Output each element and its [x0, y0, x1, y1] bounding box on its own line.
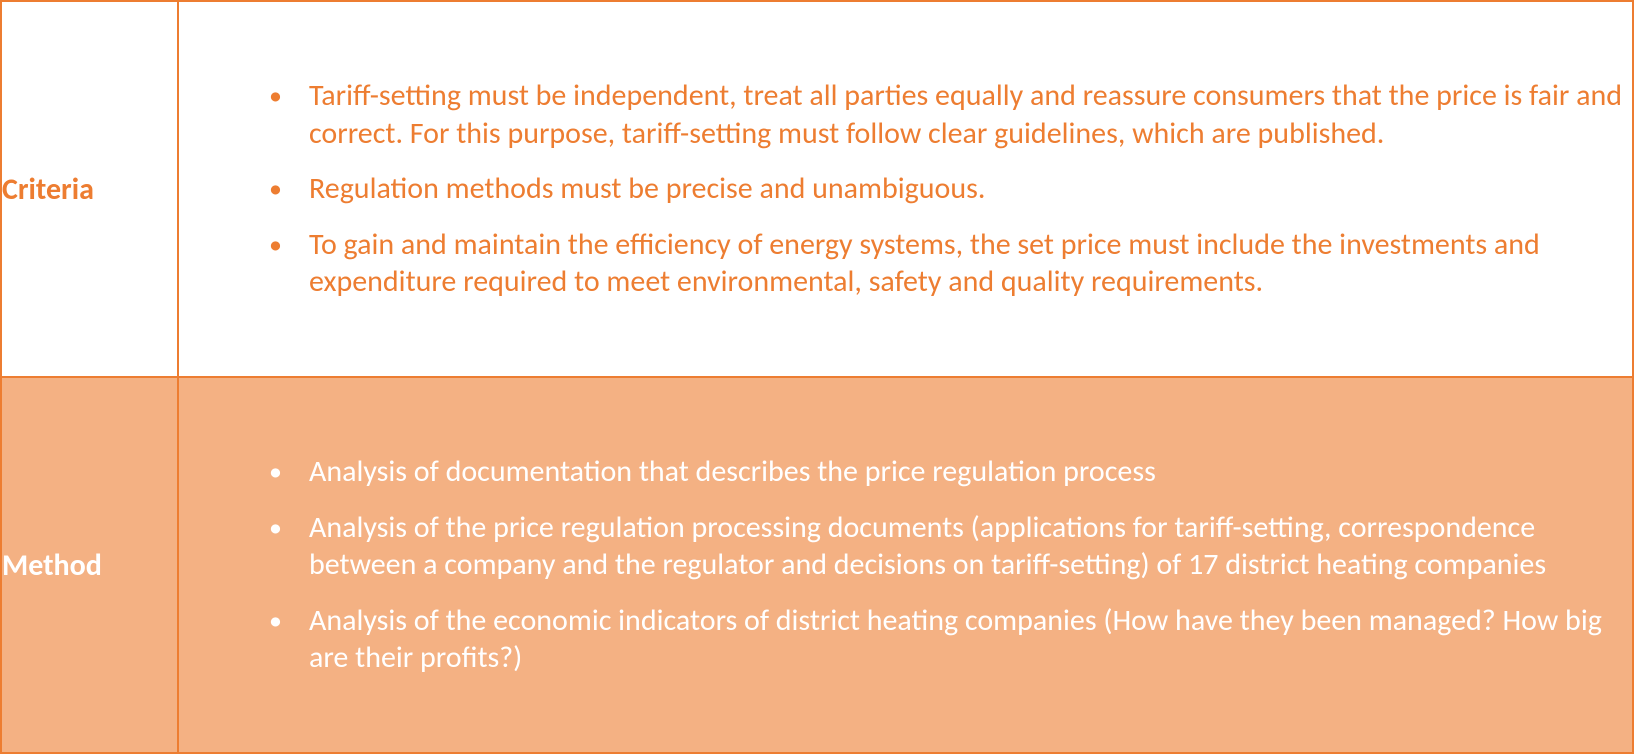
list-item: Analysis of the economic indicators of d…	[269, 602, 1632, 677]
list-item: Analysis of the price regulation process…	[269, 509, 1632, 584]
table-row-criteria: Criteria Tariff-setting must be independ…	[1, 1, 1633, 377]
row-content-criteria: Tariff-setting must be independent, trea…	[178, 1, 1633, 377]
method-list: Analysis of documentation that describes…	[179, 453, 1632, 677]
list-item: To gain and maintain the efficiency of e…	[269, 226, 1632, 301]
list-item: Analysis of documentation that describes…	[269, 453, 1632, 491]
criteria-list: Tariff-setting must be independent, trea…	[179, 77, 1632, 301]
criteria-method-table: Criteria Tariff-setting must be independ…	[0, 0, 1634, 754]
table-row-method: Method Analysis of documentation that de…	[1, 377, 1633, 753]
row-content-method: Analysis of documentation that describes…	[178, 377, 1633, 753]
row-label-method: Method	[1, 377, 178, 753]
list-item: Tariff-setting must be independent, trea…	[269, 77, 1632, 152]
list-item: Regulation methods must be precise and u…	[269, 170, 1632, 208]
row-label-criteria: Criteria	[1, 1, 178, 377]
